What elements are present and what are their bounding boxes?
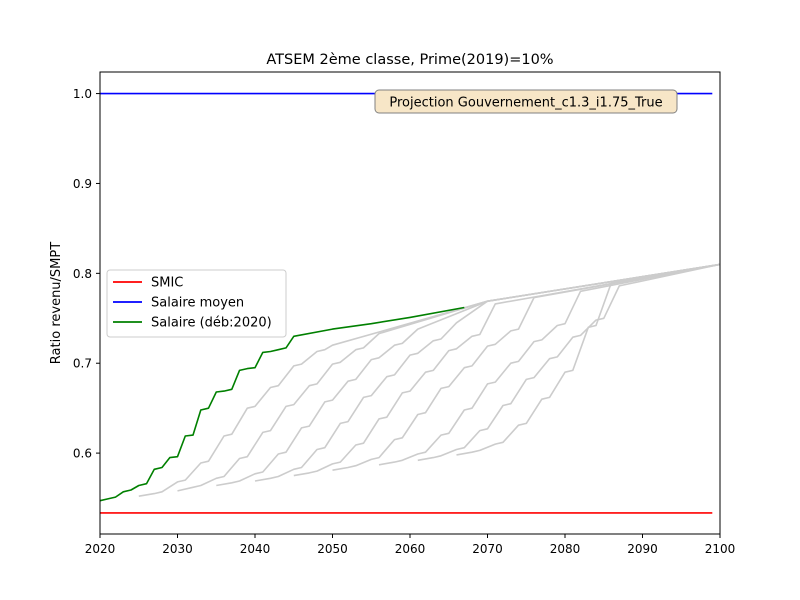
- background-line-7: [378, 263, 721, 466]
- legend-label-3: Salaire (déb:2020): [151, 316, 272, 331]
- y-tick-label: 0.9: [73, 177, 92, 191]
- legend-label-1: SMIC: [151, 276, 183, 291]
- x-tick-label: 2100: [705, 542, 736, 556]
- x-tick-label: 2090: [627, 542, 658, 556]
- x-tick-label: 2020: [85, 542, 116, 556]
- y-axis-label: Ratio revenu/SMPT: [49, 242, 64, 364]
- x-tick-label: 2050: [317, 542, 348, 556]
- background-line-2: [177, 263, 721, 492]
- background-line-8: [417, 263, 721, 462]
- background-line-5: [293, 263, 721, 477]
- y-tick-label: 0.7: [73, 357, 92, 371]
- y-tick-label: 0.6: [73, 447, 92, 461]
- y-tick-label: 1.0: [73, 87, 92, 101]
- y-axis: 0.6 0.7 0.8 0.9 1.0: [73, 87, 100, 461]
- background-line-3: [216, 263, 721, 487]
- chart-title: ATSEM 2ème classe, Prime(2019)=10%: [266, 52, 553, 68]
- x-tick-label: 2030: [162, 542, 193, 556]
- background-line-6: [332, 263, 721, 471]
- series-line-3: [99, 306, 465, 502]
- x-tick-label: 2040: [240, 542, 271, 556]
- legend: SMIC Salaire moyen Salaire (déb:2020): [106, 269, 287, 338]
- x-tick-label: 2070: [472, 542, 503, 556]
- x-tick-label: 2060: [395, 542, 426, 556]
- background-lines: [138, 263, 721, 497]
- y-tick-label: 0.8: [73, 267, 92, 281]
- annotation-background: [374, 89, 678, 114]
- x-tick-label: 2080: [550, 542, 581, 556]
- legend-label-2: Salaire moyen: [151, 296, 244, 311]
- background-line-9: [456, 263, 721, 456]
- x-axis: 2020 2030 2040 2050 2060 2070 2080 2090 2100: [85, 534, 736, 556]
- background-line-4: [254, 263, 721, 482]
- annotation-text: Projection Gouvernement_c1.3_i1.75_True: [389, 96, 662, 111]
- background-line-1: [138, 263, 721, 497]
- legend-frame: [106, 269, 287, 338]
- annotation-box: Projection Gouvernement_c1.3_i1.75_True: [374, 89, 678, 114]
